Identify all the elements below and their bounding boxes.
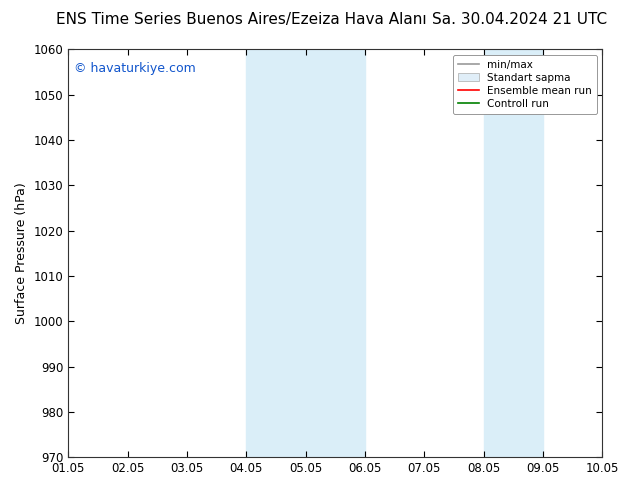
Text: ENS Time Series Buenos Aires/Ezeiza Hava Alanı: ENS Time Series Buenos Aires/Ezeiza Hava… <box>56 12 426 27</box>
Legend: min/max, Standart sapma, Ensemble mean run, Controll run: min/max, Standart sapma, Ensemble mean r… <box>453 54 597 114</box>
Text: Sa. 30.04.2024 21 UTC: Sa. 30.04.2024 21 UTC <box>432 12 607 27</box>
Bar <box>246 49 365 457</box>
Bar <box>484 49 543 457</box>
Text: © havaturkiye.com: © havaturkiye.com <box>74 62 195 74</box>
Y-axis label: Surface Pressure (hPa): Surface Pressure (hPa) <box>15 182 28 324</box>
